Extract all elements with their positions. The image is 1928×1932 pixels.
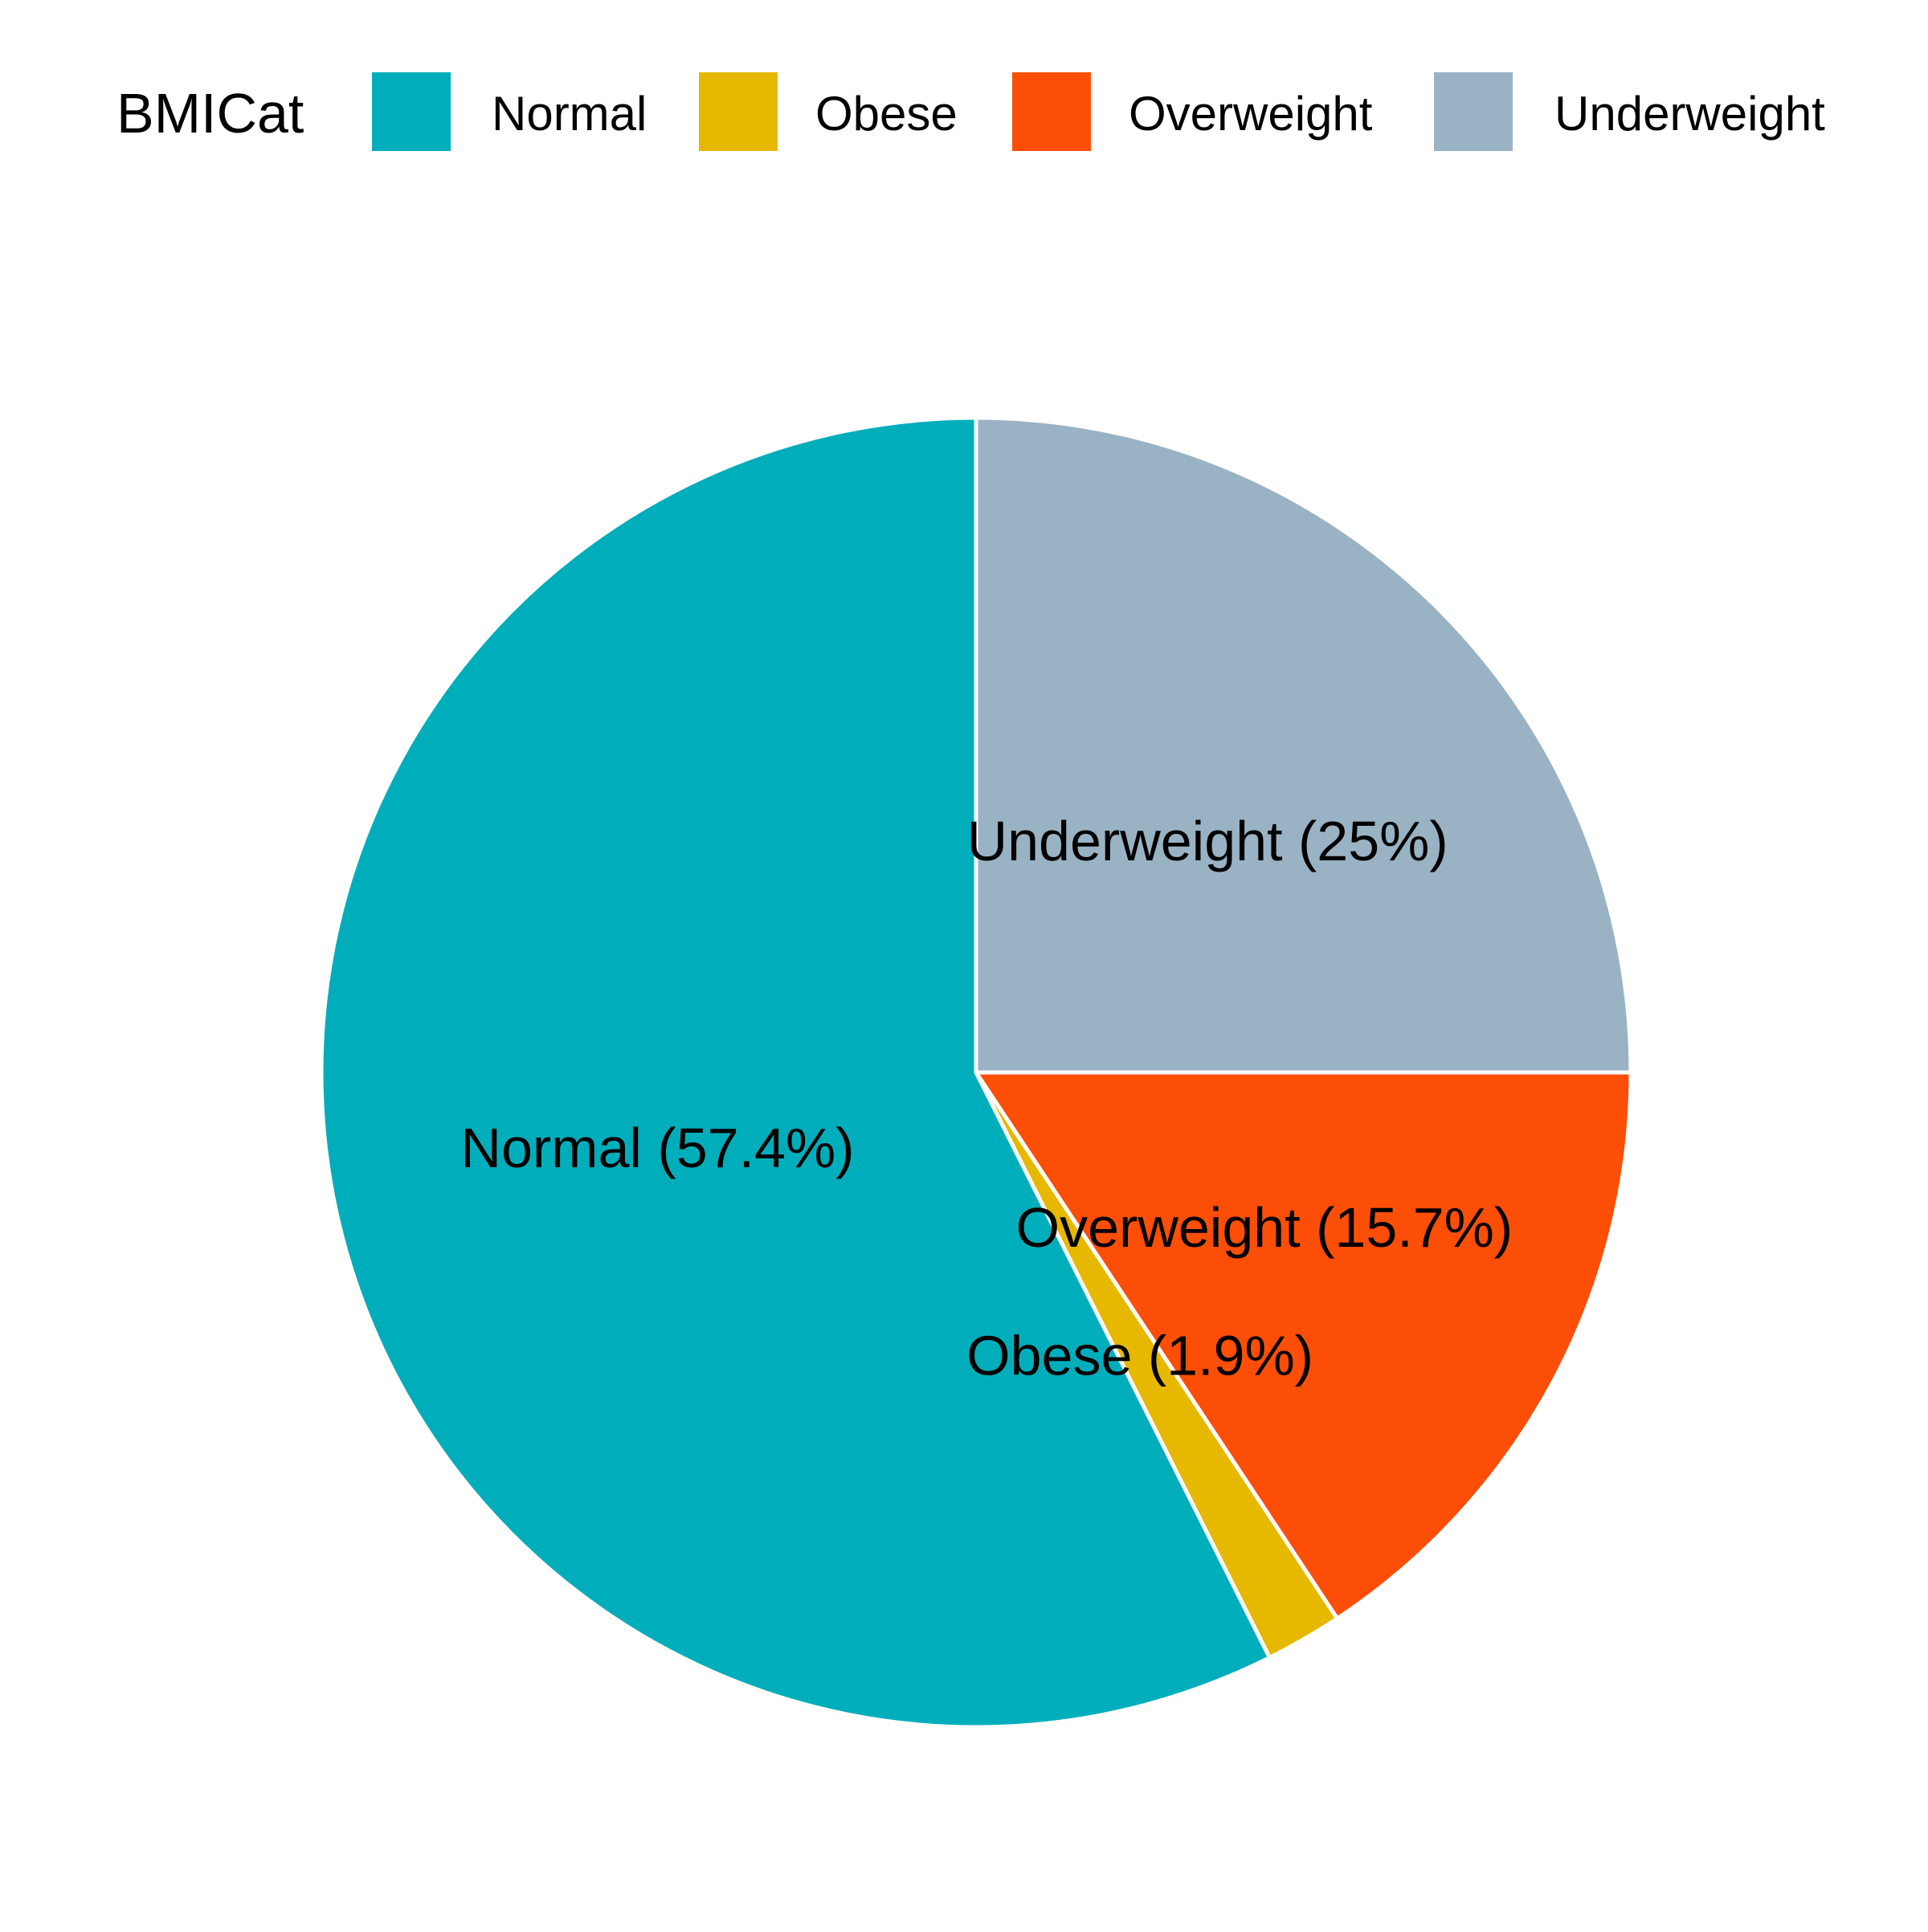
legend-swatch-obese: [699, 72, 778, 151]
legend: BMICat Normal Obese Overweight Underweight: [116, 72, 1825, 151]
pie-slice-normal: [319, 415, 1272, 1730]
legend-title: BMICat: [116, 82, 304, 145]
legend-label-obese: Obese: [815, 87, 958, 141]
pie-slice-overweight: [972, 1070, 1633, 1622]
pie-slice-underweight: [974, 415, 1633, 1075]
legend-label-normal: Normal: [492, 87, 647, 141]
legend-swatch-normal: [372, 72, 451, 151]
slice-label-underweight: Underweight (25%): [967, 810, 1448, 872]
legend-items: Normal Obese Overweight Underweight: [372, 72, 1825, 151]
legend-swatch-underweight: [1434, 72, 1513, 151]
legend-swatch-overweight: [1012, 72, 1091, 151]
legend-label-overweight: Overweight: [1129, 87, 1373, 141]
slice-label-normal: Normal (57.4%): [460, 1117, 854, 1179]
slice-label-obese: Obese (1.9%): [966, 1325, 1313, 1387]
pie-slice-labels: Underweight (25%) Overweight (15.7%) Obese…: [460, 810, 1513, 1387]
legend-label-underweight: Underweight: [1554, 87, 1825, 141]
pie-slices: [319, 415, 1633, 1730]
slice-label-overweight: Overweight (15.7%): [1016, 1196, 1513, 1259]
